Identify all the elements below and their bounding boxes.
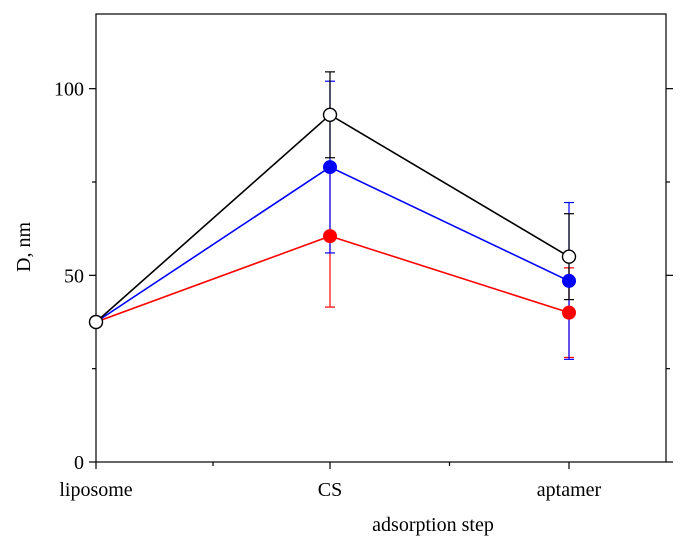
- x-axis-label: adsorption step: [372, 514, 494, 536]
- series-line: [95, 235, 570, 323]
- series-line: [95, 113, 570, 323]
- series-markers-1: [89, 160, 576, 329]
- data-point: [562, 273, 576, 288]
- x-tick-label: CS: [318, 479, 342, 501]
- series-markers-0: [88, 107, 577, 330]
- x-tick-label: liposome: [59, 479, 132, 501]
- plot-area-border: [95, 13, 667, 463]
- data-point: [323, 160, 337, 175]
- plot-frame: [95, 13, 667, 463]
- data-point: [88, 314, 104, 330]
- data-point: [561, 249, 577, 264]
- axis-ticks: [89, 88, 673, 469]
- tick-labels: 0 50 100 liposome CS aptamer: [54, 79, 602, 501]
- y-axis-label: D, nm: [13, 222, 35, 272]
- series-markers-2: [89, 229, 576, 329]
- data-point: [322, 107, 338, 123]
- y-tick-label: 100: [54, 79, 84, 101]
- y-tick-label: 0: [74, 452, 84, 474]
- series-group: [88, 71, 577, 360]
- series-0: [95, 71, 574, 323]
- series-1: [95, 80, 574, 360]
- x-tick-label: aptamer: [537, 479, 602, 501]
- data-point: [562, 305, 576, 320]
- series-line: [95, 166, 570, 323]
- y-tick-label: 50: [64, 265, 84, 287]
- series-2: [95, 164, 574, 359]
- data-point: [323, 229, 337, 244]
